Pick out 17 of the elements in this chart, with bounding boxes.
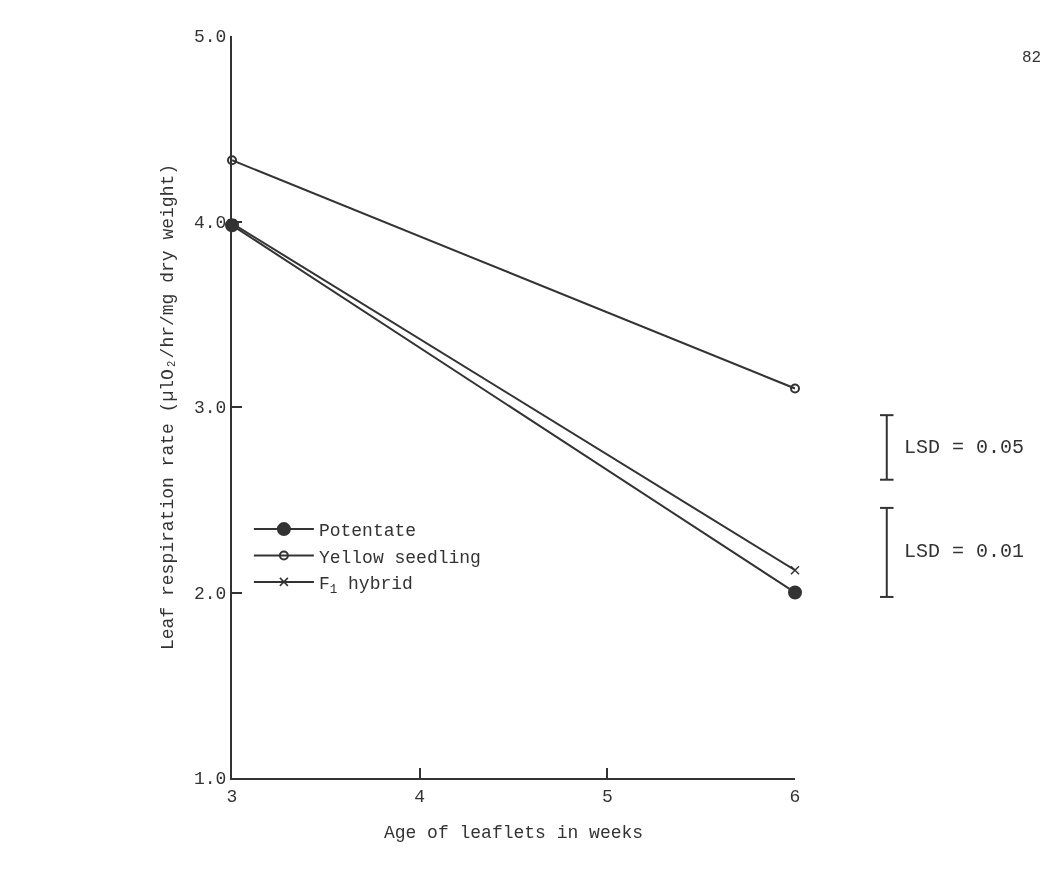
x-tick-label: 6 [789,786,801,807]
y-tick-label: 5.0 [193,27,227,48]
y-axis-title: Leaf respiration rate (µlO₂/hr/mg dry weight) [157,163,178,651]
legend-label: Potentate [318,521,417,542]
y-tick-label: 3.0 [193,398,227,419]
legend-label: Yellow seedling [318,547,481,568]
x-tick-label: 5 [601,786,613,807]
x-tick-label: 4 [414,786,426,807]
text: LSD = 0.01 [904,540,1025,563]
x-axis-title: Age of leaflets in weeks [383,823,644,844]
legend-label: F$_{1}$ hybrid [318,573,413,597]
text: 82 [1022,49,1042,67]
y-tick-label: 4.0 [193,212,227,233]
y-tick-label: 1.0 [193,769,227,790]
text: LSD = 0.05 [904,436,1025,459]
y-tick-label: 2.0 [193,583,227,604]
x-tick-label: 3 [226,786,238,807]
